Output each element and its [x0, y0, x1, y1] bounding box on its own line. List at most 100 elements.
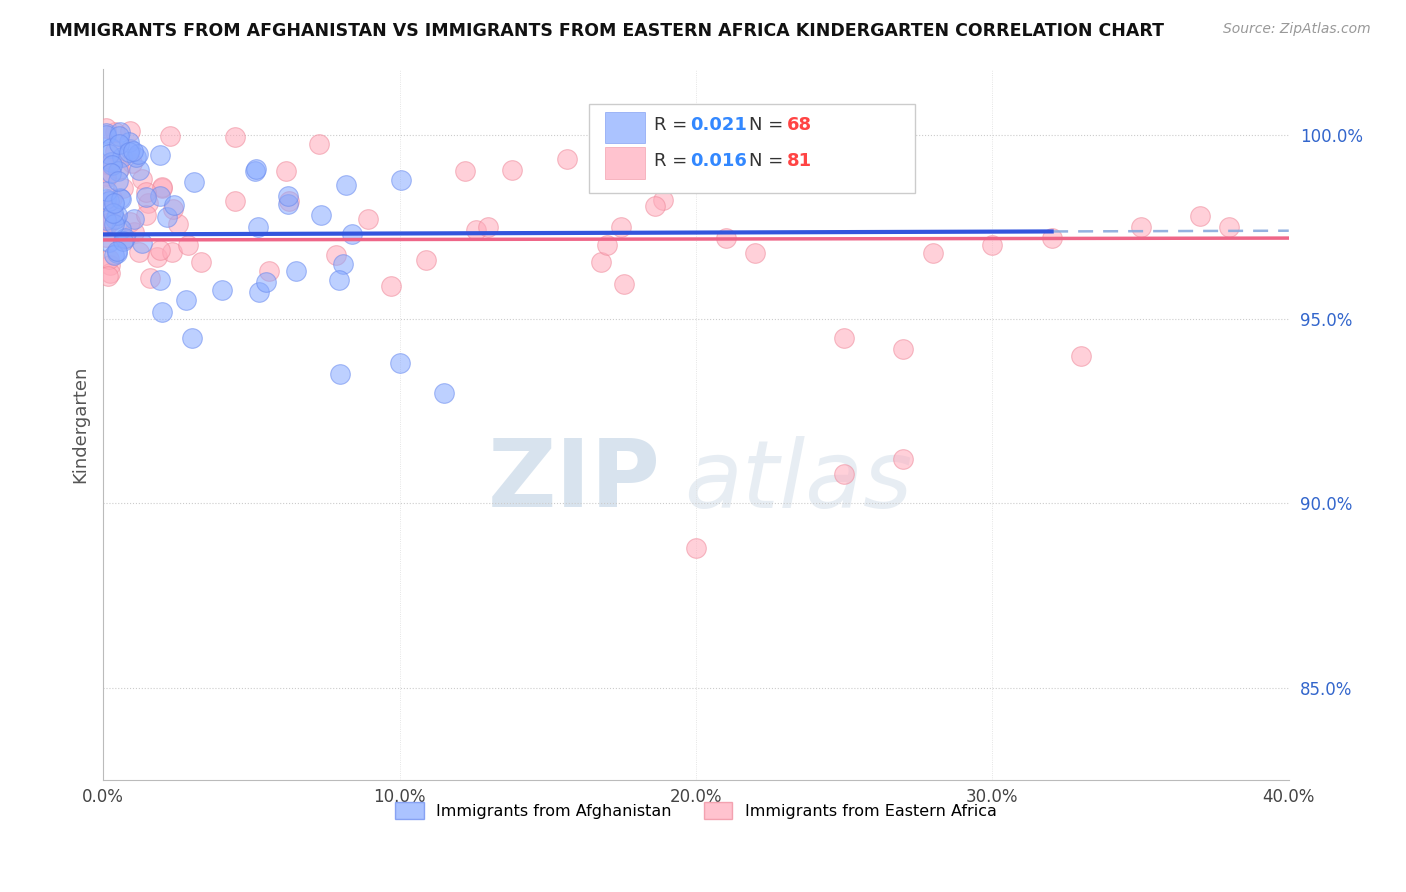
Point [589, 254, 612, 268]
Text: R =: R = [654, 117, 693, 135]
Point [149, 188, 172, 202]
Point [98, 259, 121, 273]
Point [94, 192, 117, 206]
Point [243, 163, 266, 178]
Point [832, 467, 855, 481]
Point [122, 212, 145, 227]
Point [100, 203, 122, 218]
Point [277, 197, 299, 211]
Point [465, 223, 488, 237]
Point [136, 195, 159, 210]
Point [224, 194, 246, 208]
Point [94, 127, 117, 141]
Point [211, 283, 233, 297]
Point [111, 150, 134, 164]
Point [127, 147, 149, 161]
Point [477, 220, 499, 235]
Point [1129, 220, 1152, 235]
Point [308, 136, 330, 151]
Point [181, 330, 204, 344]
Point [163, 198, 186, 212]
Point [97, 147, 120, 161]
FancyBboxPatch shape [605, 147, 645, 178]
Point [94, 213, 117, 227]
Point [100, 166, 122, 180]
FancyBboxPatch shape [605, 112, 645, 144]
Point [103, 196, 125, 211]
Point [94, 171, 117, 186]
Point [162, 244, 184, 259]
Point [103, 212, 125, 227]
Point [120, 215, 142, 229]
Point [651, 193, 673, 207]
Text: R =: R = [654, 152, 693, 170]
Point [190, 255, 212, 269]
Point [94, 169, 117, 183]
Point [893, 452, 915, 467]
Point [609, 220, 631, 235]
Point [105, 208, 128, 222]
Point [98, 159, 121, 173]
Point [103, 144, 125, 158]
Point [1218, 220, 1240, 235]
Point [100, 154, 122, 169]
Text: 0.021: 0.021 [690, 117, 747, 135]
Point [110, 192, 132, 206]
Point [94, 157, 117, 171]
Point [112, 234, 135, 248]
Point [96, 184, 118, 198]
Point [284, 264, 307, 278]
Point [107, 244, 129, 258]
Point [325, 248, 347, 262]
Text: 81: 81 [787, 152, 813, 170]
Point [103, 217, 125, 231]
Point [105, 246, 128, 260]
Point [415, 252, 437, 267]
Point [174, 293, 197, 307]
Point [107, 136, 129, 151]
Point [108, 162, 131, 177]
Point [183, 175, 205, 189]
Point [118, 124, 141, 138]
Point [454, 164, 477, 178]
Point [112, 231, 135, 245]
Point [107, 173, 129, 187]
Point [94, 128, 117, 142]
Point [121, 156, 143, 170]
Point [335, 178, 357, 193]
Point [128, 162, 150, 177]
FancyBboxPatch shape [589, 104, 915, 193]
Point [98, 266, 121, 280]
Point [501, 162, 523, 177]
Point [122, 145, 145, 159]
Point [104, 125, 127, 139]
Point [97, 252, 120, 266]
Point [388, 356, 411, 370]
Point [246, 220, 269, 235]
Point [131, 235, 153, 250]
Point [277, 194, 299, 208]
Point [149, 243, 172, 257]
Point [152, 305, 174, 319]
Point [159, 129, 181, 144]
Point [97, 235, 120, 249]
Point [135, 208, 157, 222]
Point [94, 121, 117, 136]
Point [893, 342, 915, 356]
Point [135, 185, 157, 199]
Point [131, 172, 153, 186]
Point [110, 222, 132, 236]
Point [1070, 349, 1092, 363]
Point [744, 245, 766, 260]
Legend: Immigrants from Afghanistan, Immigrants from Eastern Africa: Immigrants from Afghanistan, Immigrants … [388, 796, 1004, 825]
Point [120, 142, 142, 156]
Point [94, 229, 117, 244]
Point [247, 285, 270, 299]
Point [391, 173, 413, 187]
Point [634, 169, 657, 184]
Y-axis label: Kindergarten: Kindergarten [72, 366, 89, 483]
Point [155, 210, 177, 224]
Point [1188, 209, 1211, 223]
Text: N =: N = [749, 117, 789, 135]
Point [277, 189, 299, 203]
